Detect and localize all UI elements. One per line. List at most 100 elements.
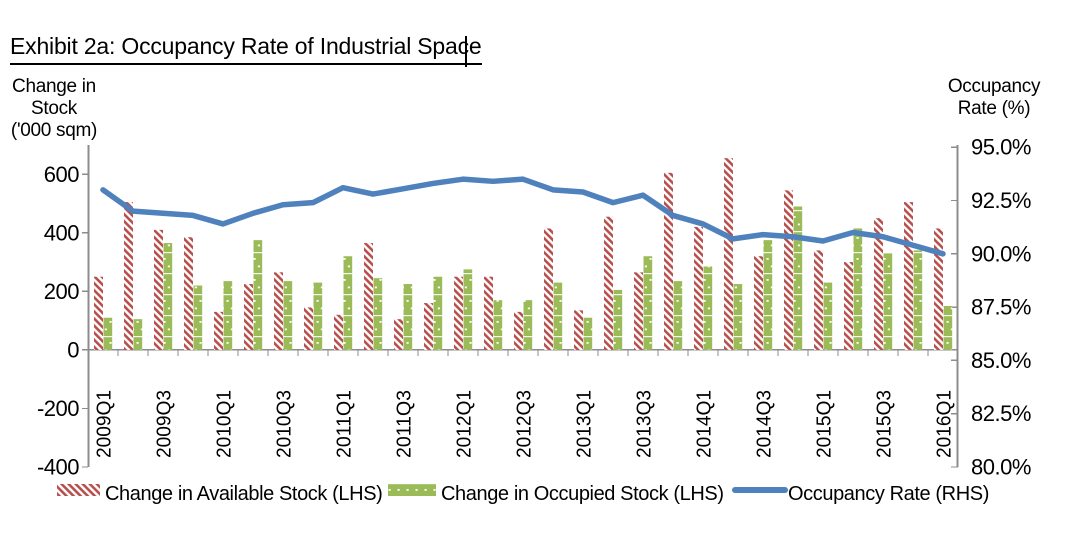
svg-text:200: 200 [44, 279, 79, 304]
bar-available-2015Q2 [844, 262, 853, 350]
bar-occupied-2012Q3 [523, 300, 533, 350]
bar-occupied-2009Q3 [163, 243, 173, 350]
bar-available-2013Q4 [664, 172, 673, 350]
bar-available-2012Q3 [514, 311, 523, 350]
bar-occupied-2010Q1 [223, 281, 233, 350]
bar-occupied-2010Q3 [283, 281, 293, 350]
legend-label-occupied: Change in Occupied Stock (LHS) [441, 483, 724, 505]
bar-occupied-2011Q2 [373, 278, 383, 350]
bar-occupied-2009Q2 [133, 319, 143, 350]
svg-text:2009Q3: 2009Q3 [154, 390, 176, 458]
svg-text:92.5%: 92.5% [971, 188, 1031, 213]
bar-occupied-2014Q3 [763, 240, 773, 350]
bar-occupied-2009Q4 [193, 285, 203, 350]
bar-available-2009Q1 [94, 276, 103, 350]
svg-text:2010Q1: 2010Q1 [214, 390, 236, 458]
bar-available-2015Q3 [874, 218, 883, 350]
legend-label-available: Change in Available Stock (LHS) [105, 483, 382, 505]
bar-occupied-2009Q1 [103, 317, 113, 350]
bar-available-2014Q3 [754, 256, 763, 350]
bar-available-2013Q1 [574, 310, 583, 350]
svg-text:85.0%: 85.0% [971, 348, 1031, 373]
bar-occupied-2013Q1 [583, 317, 593, 350]
svg-text:2012Q3: 2012Q3 [514, 390, 536, 458]
bar-available-2015Q4 [904, 202, 913, 350]
bar-available-2012Q2 [484, 276, 493, 350]
svg-text:2016Q1: 2016Q1 [934, 390, 956, 458]
occupancy-line [100, 176, 946, 257]
svg-text:2015Q3: 2015Q3 [874, 390, 896, 458]
svg-text:2014Q3: 2014Q3 [754, 390, 776, 458]
bars-available [94, 158, 943, 350]
left-axis-title-line2: Stock [30, 98, 78, 119]
left-axis-title-line3: ('000 sqm) [10, 120, 98, 141]
svg-text:2015Q1: 2015Q1 [814, 390, 836, 458]
left-axis-title-line1: Change in [12, 76, 96, 97]
bar-available-2011Q1 [334, 314, 343, 350]
bar-occupied-2015Q2 [853, 228, 863, 350]
legend-label-rate: Occupancy Rate (RHS) [788, 483, 989, 505]
bar-available-2010Q4 [304, 307, 313, 350]
svg-text:2009Q1: 2009Q1 [94, 390, 116, 458]
exhibit-title[interactable]: Exhibit 2a: Occupancy Rate of Industrial… [10, 33, 482, 65]
bar-occupied-2010Q4 [313, 282, 323, 350]
svg-text:95.0%: 95.0% [971, 135, 1031, 160]
svg-text:82.5%: 82.5% [971, 401, 1031, 426]
bar-available-2016Q1 [934, 228, 943, 350]
bar-occupied-2013Q4 [673, 281, 683, 350]
svg-text:0: 0 [67, 337, 79, 362]
right-axis-title-line2: Rate (%) [957, 98, 1031, 119]
left-axis-title: Change in Stock ('000 sqm) [6, 76, 102, 142]
bar-available-2011Q4 [424, 303, 433, 350]
text-cursor [465, 36, 467, 67]
right-axis-title-line1: Occupancy [947, 76, 1041, 97]
bar-available-2014Q2 [724, 158, 733, 350]
svg-text:600: 600 [44, 162, 79, 187]
bar-occupied-2016Q1 [943, 306, 953, 350]
legend-swatch-available [57, 484, 100, 496]
bar-occupied-2013Q2 [613, 289, 623, 350]
bar-available-2014Q1 [694, 226, 703, 350]
bar-occupied-2012Q2 [493, 300, 503, 350]
bar-available-2014Q4 [784, 190, 793, 350]
svg-text:80.0%: 80.0% [971, 455, 1031, 480]
bar-occupied-2014Q4 [793, 206, 803, 350]
svg-text:2013Q1: 2013Q1 [574, 390, 596, 458]
bar-available-2011Q3 [394, 319, 403, 350]
svg-text:2011Q1: 2011Q1 [334, 390, 356, 458]
right-axis-title: Occupancy Rate (%) [942, 76, 1046, 120]
bar-occupied-2011Q1 [343, 256, 353, 350]
bar-occupied-2014Q1 [703, 266, 713, 350]
bar-available-2013Q2 [604, 216, 613, 350]
svg-text:-400: -400 [37, 455, 79, 480]
bar-available-2009Q4 [184, 237, 193, 350]
bar-occupied-2015Q4 [913, 250, 923, 350]
bar-occupied-2012Q1 [463, 269, 473, 350]
svg-text:2011Q3: 2011Q3 [394, 390, 416, 458]
bar-available-2012Q4 [544, 228, 553, 350]
legend-swatch-occupied [388, 484, 436, 496]
y-axis-right: 95.0% 92.5% 90.0% 87.5% 85.0% 82.5% 80.0% [951, 135, 1031, 480]
bar-available-2010Q1 [214, 311, 223, 350]
bar-available-2009Q2 [124, 202, 133, 350]
legend: Change in Available Stock (LHS) Change in… [57, 483, 989, 505]
bar-available-2012Q1 [454, 276, 463, 350]
bars-occupied [103, 206, 953, 350]
svg-text:400: 400 [44, 220, 79, 245]
svg-text:2014Q1: 2014Q1 [694, 390, 716, 458]
bar-available-2010Q2 [244, 284, 253, 350]
y-axis-left: 600 400 200 0 -200 -400 [37, 162, 88, 480]
x-axis: 2009Q1 2009Q3 2010Q1 2010Q3 2011Q1 2011Q3 2012… [94, 390, 956, 458]
bar-occupied-2015Q1 [823, 282, 833, 350]
bar-available-2013Q3 [634, 272, 643, 350]
bar-occupied-2011Q4 [433, 276, 443, 350]
svg-text:2012Q1: 2012Q1 [454, 390, 476, 458]
svg-text:87.5%: 87.5% [971, 295, 1031, 320]
svg-text:90.0%: 90.0% [971, 241, 1031, 266]
svg-text:2010Q3: 2010Q3 [274, 390, 296, 458]
bar-occupied-2010Q2 [253, 240, 263, 350]
bar-occupied-2014Q2 [733, 284, 743, 350]
bar-available-2010Q3 [274, 272, 283, 350]
